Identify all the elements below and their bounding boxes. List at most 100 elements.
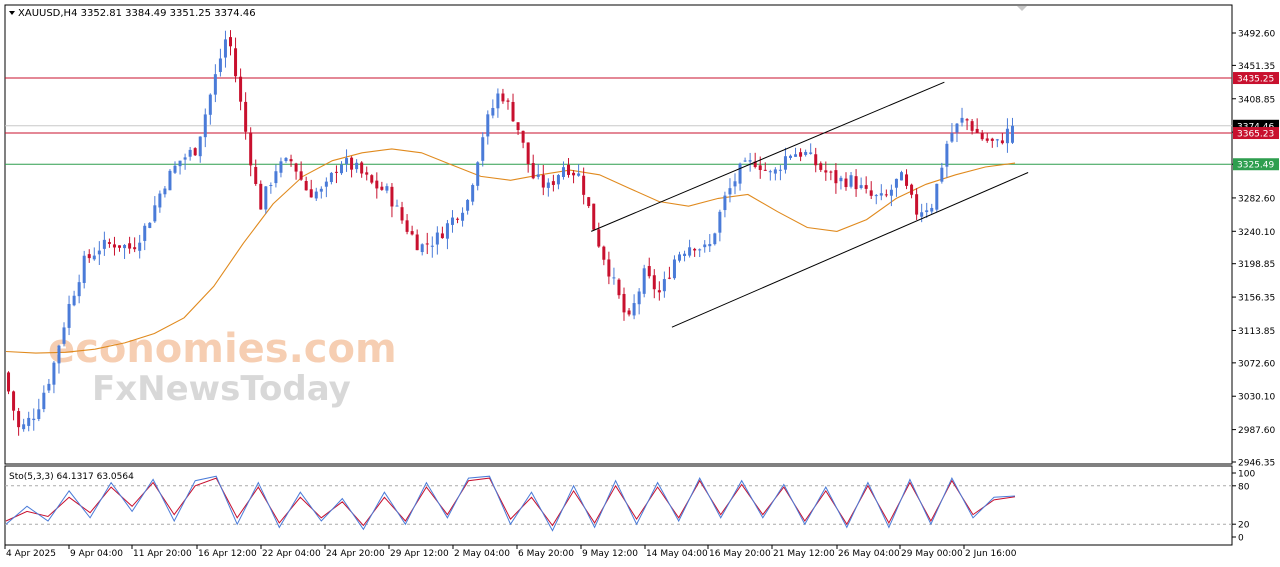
candle-body	[683, 253, 687, 257]
stochastic-axis: 100 80 20 0	[1232, 470, 1255, 544]
candle	[859, 177, 863, 190]
candle-body	[874, 195, 878, 197]
candle-body	[627, 310, 631, 315]
candle	[456, 217, 460, 224]
candle-body	[299, 171, 303, 180]
candle-body	[223, 39, 227, 58]
candle-body	[1000, 140, 1004, 144]
candle	[476, 161, 480, 191]
candle	[602, 245, 606, 266]
candle	[617, 278, 621, 299]
candle-body	[632, 303, 636, 316]
trend-channel[interactable]	[591, 81, 1029, 328]
symbol-menu-arrow-icon[interactable]	[9, 11, 15, 15]
chart-shift-marker[interactable]	[1017, 6, 1027, 11]
candle	[748, 152, 752, 172]
candle-body	[990, 138, 994, 141]
candle	[703, 240, 707, 253]
candle	[198, 136, 202, 163]
candle-body	[370, 175, 374, 183]
candle	[955, 122, 959, 143]
candle	[1000, 132, 1004, 145]
candle	[950, 123, 954, 143]
candle-body	[244, 101, 248, 132]
candle-body	[118, 245, 122, 248]
candle	[718, 209, 722, 242]
stochastic-signal-line	[5, 477, 1016, 527]
candle	[662, 271, 666, 298]
candle-body	[804, 151, 808, 155]
current-price-label-box	[1233, 119, 1279, 132]
candle-body	[153, 205, 157, 222]
candle-body	[819, 163, 823, 170]
candle	[435, 226, 439, 255]
candle-body	[294, 163, 298, 172]
candle-body	[466, 199, 470, 211]
candle	[82, 250, 86, 289]
candle	[486, 110, 490, 145]
candle-body	[178, 160, 182, 167]
time-tick-label: 29 May 00:00	[901, 549, 963, 559]
candle	[985, 132, 989, 143]
candle	[118, 245, 122, 252]
candle	[289, 154, 293, 167]
price-tick-label: 3113.85	[1238, 327, 1275, 337]
candle	[975, 118, 979, 134]
candle	[496, 88, 500, 118]
candle-body	[521, 130, 525, 143]
candle	[153, 196, 157, 223]
candle	[213, 64, 217, 103]
candle	[647, 257, 651, 279]
candle	[425, 232, 429, 255]
candle-body	[814, 154, 818, 166]
candle-body	[582, 175, 586, 195]
candle	[597, 222, 601, 248]
candle-body	[829, 171, 833, 173]
candle-body	[794, 154, 798, 157]
time-tick-label: 2 May 04:00	[454, 549, 510, 559]
resistance-2-label-box	[1233, 127, 1279, 140]
candle	[22, 418, 26, 432]
candle-body	[249, 132, 253, 166]
candle-body	[556, 175, 560, 185]
time-tick-label: 24 Apr 20:00	[326, 549, 385, 559]
stochastic-lines	[5, 475, 1232, 532]
candle-body	[647, 266, 651, 277]
candle	[698, 248, 702, 258]
candle-body	[138, 242, 142, 251]
candle	[723, 191, 727, 218]
candle	[667, 266, 671, 280]
candle-body	[203, 114, 207, 138]
candle-body	[930, 207, 934, 212]
candle	[501, 88, 505, 104]
candle	[339, 161, 343, 175]
price-tick-label: 3072.60	[1238, 359, 1275, 369]
price-tick-label: 2946.35	[1238, 459, 1275, 469]
candle	[350, 156, 354, 178]
candle-body	[390, 186, 394, 207]
candle-body	[955, 123, 959, 133]
candle-body	[587, 197, 591, 207]
candle-body	[748, 160, 752, 162]
candle	[173, 161, 177, 174]
candle-body	[7, 372, 11, 392]
candle-body	[642, 268, 646, 294]
candle	[491, 99, 495, 119]
candle	[970, 118, 974, 135]
candle	[284, 157, 288, 163]
moving-average	[5, 148, 1016, 354]
candle-body	[824, 170, 828, 173]
candle-body	[456, 218, 460, 220]
candle-body	[163, 188, 167, 195]
candle	[945, 140, 949, 178]
candle-body	[304, 180, 308, 191]
candle	[128, 236, 132, 254]
candle-body	[854, 176, 858, 190]
candle-body	[637, 291, 641, 305]
candle	[794, 147, 798, 157]
candle-body	[27, 417, 31, 426]
candle	[254, 159, 258, 186]
candle	[788, 154, 792, 160]
candle-body	[703, 244, 707, 248]
candle	[47, 378, 51, 394]
